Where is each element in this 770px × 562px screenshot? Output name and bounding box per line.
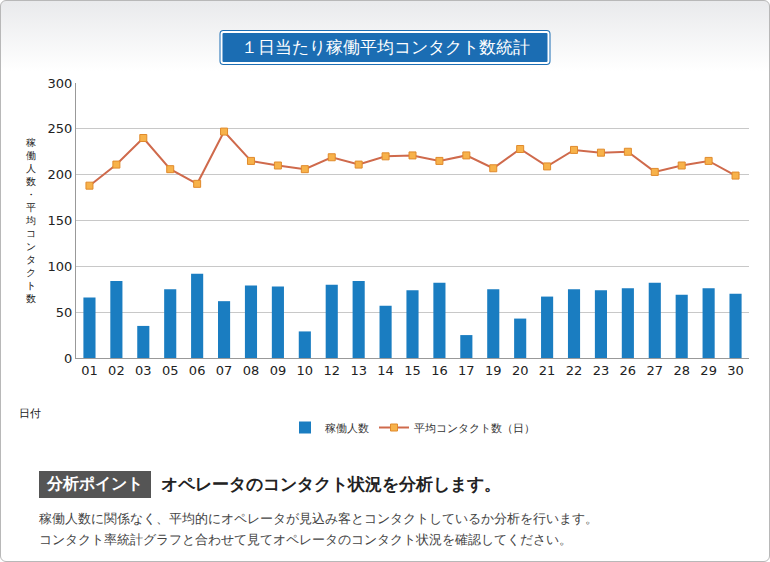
svg-text:稼働人数: 稼働人数: [325, 422, 369, 435]
svg-text:02: 02: [108, 363, 125, 378]
svg-text:100: 100: [48, 259, 73, 274]
svg-text:平均コンタクト数（日）: 平均コンタクト数（日）: [414, 422, 535, 435]
svg-text:07: 07: [216, 363, 233, 378]
svg-text:03: 03: [135, 363, 152, 378]
svg-text:06: 06: [189, 363, 206, 378]
svg-text:15: 15: [404, 363, 421, 378]
svg-text:250: 250: [48, 121, 73, 136]
html-text:分析ポイント: 分析ポイント: [47, 474, 143, 493]
svg-text:300: 300: [48, 76, 73, 91]
svg-text:13: 13: [350, 363, 367, 378]
svg-text:14: 14: [377, 363, 394, 378]
svg-text:21: 21: [539, 363, 556, 378]
svg-text:09: 09: [270, 363, 287, 378]
svg-text:23: 23: [593, 363, 610, 378]
html-text:稼働人数に関係なく、平均的にオペレータが見込み客とコンタクト: 稼働人数に関係なく、平均的にオペレータが見込み客とコンタクトしているか分析を行い…: [39, 511, 598, 526]
svg-text:16: 16: [431, 363, 448, 378]
svg-text:10: 10: [297, 363, 314, 378]
svg-text:200: 200: [48, 167, 73, 182]
svg-text:12: 12: [323, 363, 340, 378]
svg-text:05: 05: [162, 363, 179, 378]
svg-text:19: 19: [485, 363, 502, 378]
svg-text:27: 27: [647, 363, 664, 378]
svg-text:稼働人数・平均コンタクト数: 稼働人数・平均コンタクト数: [25, 137, 36, 304]
html-text:１日当たり稼働平均コンタクト数統計: １日当たり稼働平均コンタクト数統計: [240, 37, 530, 57]
svg-text:20: 20: [512, 363, 529, 378]
svg-text:日付: 日付: [19, 407, 41, 420]
svg-text:01: 01: [81, 363, 98, 378]
svg-text:26: 26: [620, 363, 637, 378]
svg-text:28: 28: [673, 363, 690, 378]
svg-text:22: 22: [566, 363, 583, 378]
html-text:コンタクト率統計グラフと合わせて見てオペレータのコンタクト状: コンタクト率統計グラフと合わせて見てオペレータのコンタクト状況を確認してください…: [39, 532, 572, 547]
svg-text:29: 29: [700, 363, 717, 378]
svg-text:08: 08: [243, 363, 260, 378]
svg-text:50: 50: [56, 305, 73, 320]
svg-text:0: 0: [64, 351, 72, 366]
html-text:オペレータのコンタクト状況を分析します。: オペレータのコンタクト状況を分析します。: [161, 474, 501, 494]
svg-text:150: 150: [48, 213, 73, 228]
svg-text:17: 17: [458, 363, 475, 378]
svg-text:30: 30: [727, 363, 744, 378]
